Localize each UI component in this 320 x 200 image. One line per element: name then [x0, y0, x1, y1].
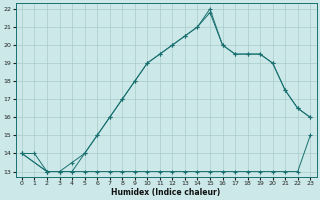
X-axis label: Humidex (Indice chaleur): Humidex (Indice chaleur): [111, 188, 221, 197]
